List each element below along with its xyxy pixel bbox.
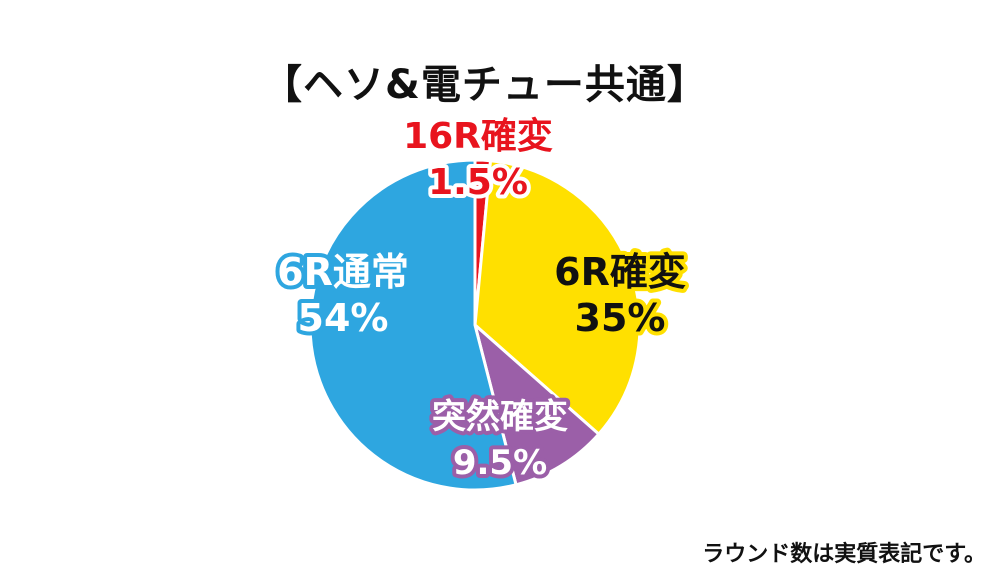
pie-slice — [308, 158, 518, 492]
slice-label: 6R通常 — [277, 250, 409, 294]
chart-title: 【ヘソ&電チュー共通】 — [262, 62, 708, 108]
slice-label: 16R確変 — [403, 115, 553, 157]
slice-label: 6R確変 — [554, 250, 686, 294]
pie-slice — [473, 159, 642, 437]
slice-label: 突然確変 — [432, 397, 568, 437]
slice-value-label: 54% — [298, 296, 389, 340]
footnote: ラウンド数は実質表記です。 — [702, 542, 986, 567]
slice-value-label: 35% — [575, 296, 666, 340]
slice-value-label: 1.5% — [428, 162, 528, 203]
slice-value-label: 9.5% — [453, 443, 547, 483]
